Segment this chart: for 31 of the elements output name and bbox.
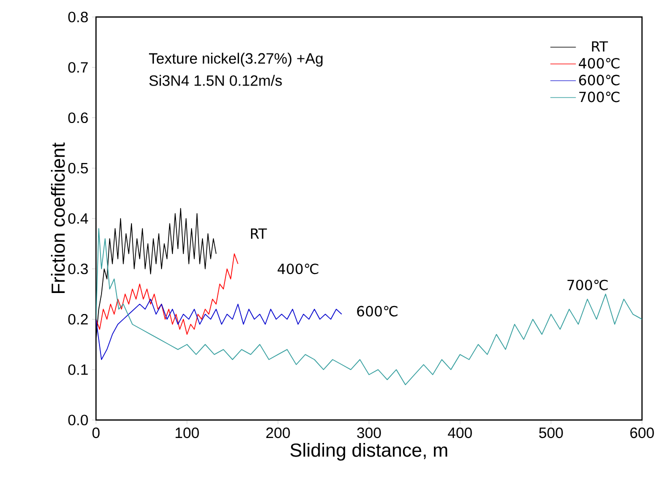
annotation: 400℃: [278, 264, 318, 274]
y-tick-label: 0.2: [68, 314, 88, 325]
x-tick-label: 400: [448, 428, 472, 438]
annotation: 700℃: [567, 280, 608, 290]
x-tick-label: 0: [92, 428, 100, 438]
legend-label: 400℃: [578, 58, 620, 69]
y-tick-label: 0.5: [68, 162, 88, 174]
annotation: 600℃: [357, 306, 398, 316]
y-tick-label: 0.0: [68, 414, 88, 426]
y-tick-label: 0.1: [68, 364, 88, 375]
x-tick-label: 100: [176, 428, 199, 438]
line-series: [96, 228, 642, 386]
legend-label: RT: [592, 41, 608, 52]
line-series: [96, 253, 238, 335]
y-tick-label: 0.6: [68, 112, 88, 124]
line-series: [96, 298, 342, 360]
x-tick-label: 500: [539, 428, 563, 438]
annotation: Texture nickel(3.27%) +Ag: [148, 52, 323, 67]
x-tick-label: 600: [630, 428, 654, 438]
x-axis-title: Sliding distance, m: [290, 442, 448, 461]
annotation: RT: [251, 228, 267, 239]
y-tick-label: 0.7: [68, 62, 88, 73]
legend-label: 600℃: [579, 74, 620, 86]
y-axis-title: Friction coefficient: [50, 142, 65, 294]
y-tick-label: 0.8: [68, 12, 88, 22]
annotation: Si3N4 1.5N 0.12m/s: [149, 74, 282, 86]
x-tick-label: 200: [266, 428, 290, 438]
x-tick-label: 300: [357, 428, 381, 438]
y-tick-label: 0.4: [68, 213, 88, 224]
legend-label: 700℃: [579, 92, 620, 102]
y-tick-label: 0.3: [68, 264, 88, 274]
